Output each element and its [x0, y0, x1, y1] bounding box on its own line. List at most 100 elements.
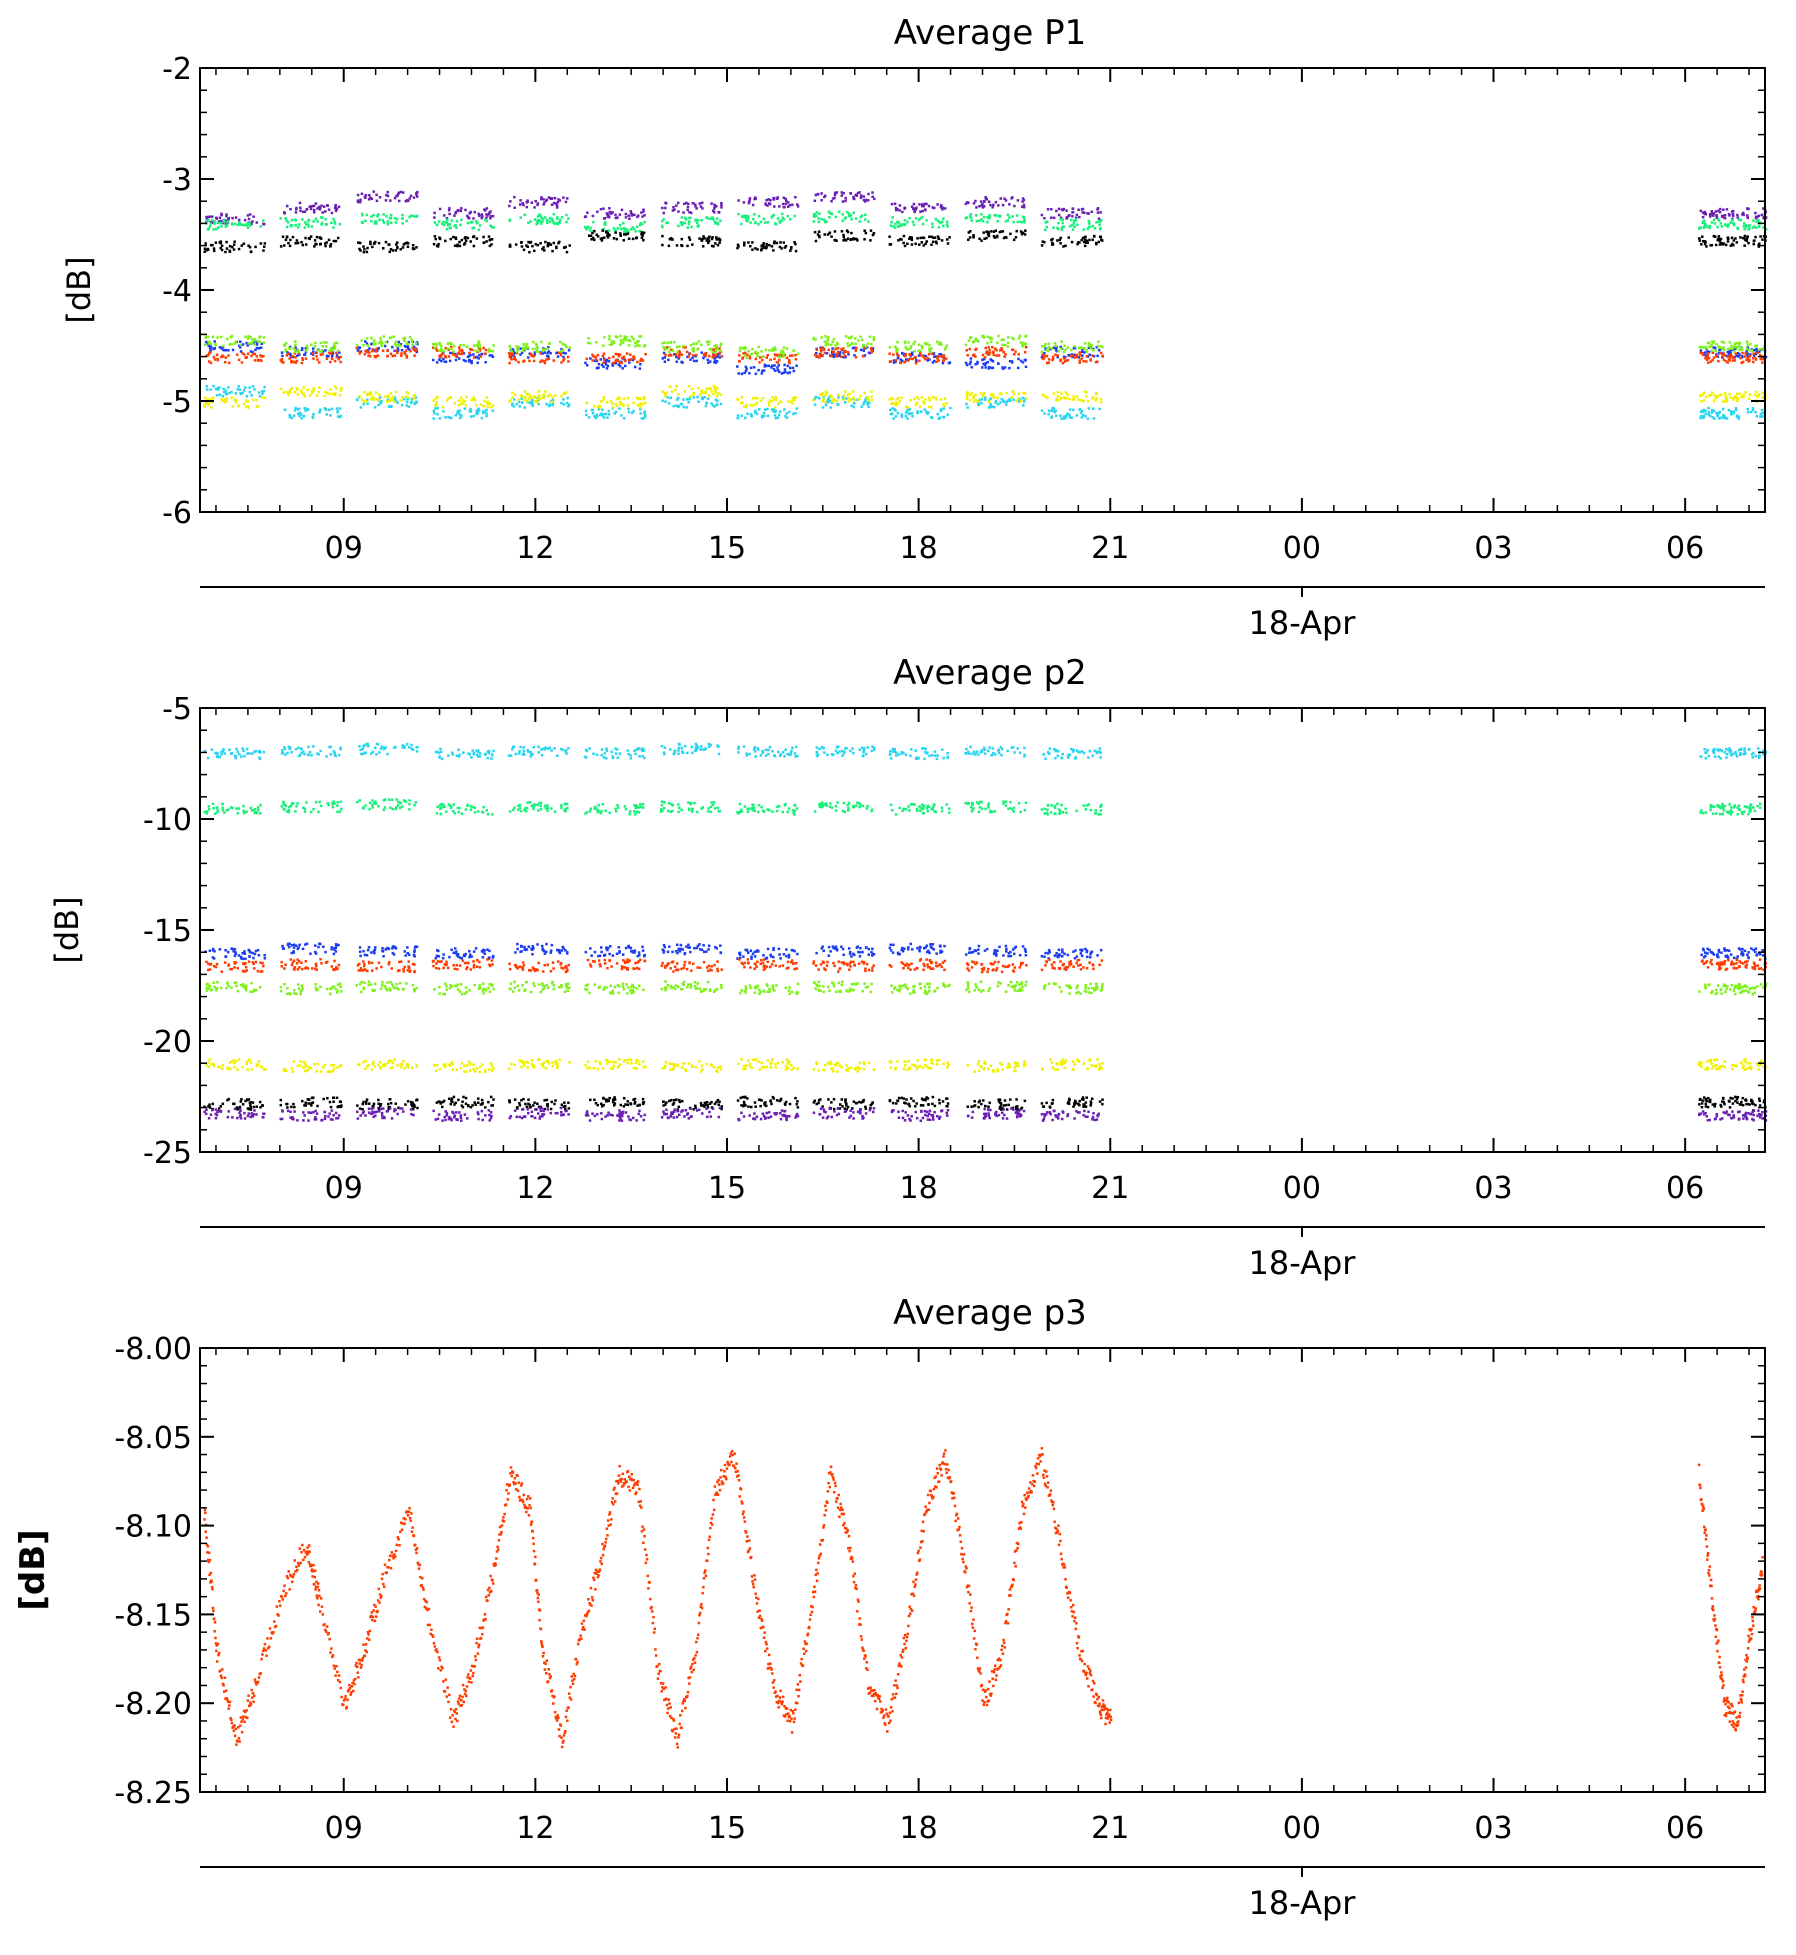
data-point [975, 214, 978, 217]
data-point [663, 341, 666, 344]
data-point [295, 359, 299, 363]
data-point [1735, 345, 1738, 349]
data-point [1720, 393, 1723, 397]
data-point [1053, 342, 1057, 345]
data-point [479, 355, 483, 358]
data-point [932, 236, 935, 239]
data-point [335, 351, 338, 355]
data-point [324, 223, 328, 226]
data-point [1705, 245, 1708, 248]
data-point [1754, 226, 1758, 229]
data-point [414, 342, 418, 345]
data-point [371, 347, 375, 351]
data-point [475, 237, 479, 240]
data-point [360, 339, 363, 342]
data-point [594, 355, 597, 359]
data-point [294, 747, 298, 751]
data-point [1047, 358, 1051, 361]
data-point [539, 214, 543, 218]
data-point [1042, 356, 1046, 360]
data-point [294, 211, 298, 214]
data-point [544, 240, 547, 244]
data-point [1008, 397, 1011, 401]
data-point [234, 340, 237, 344]
data-point [888, 408, 892, 412]
data-point [1056, 390, 1060, 394]
data-point [774, 223, 778, 226]
data-point [786, 214, 790, 218]
data-point [300, 348, 304, 352]
data-point [297, 351, 301, 355]
data-point [862, 750, 865, 754]
data-point [298, 353, 301, 356]
data-point [1040, 350, 1044, 354]
data-point [780, 372, 784, 375]
data-point [246, 400, 249, 403]
data-point [556, 754, 559, 757]
data-point [257, 391, 261, 394]
data-point [756, 747, 759, 750]
data-point [706, 358, 710, 362]
data-point [915, 401, 919, 405]
data-point [842, 192, 845, 195]
data-point [522, 746, 526, 749]
data-point [358, 352, 361, 355]
data-point [559, 747, 563, 751]
data-point [205, 340, 208, 344]
data-point [304, 409, 307, 412]
data-point [544, 390, 547, 393]
data-point [489, 349, 492, 353]
data-point [980, 401, 983, 405]
data-point [813, 213, 817, 216]
data-point [469, 347, 472, 351]
data-point [592, 236, 595, 240]
data-point [923, 402, 926, 405]
data-point [237, 247, 241, 251]
data-point [457, 755, 461, 758]
data-point [631, 226, 634, 229]
data-point [631, 237, 635, 241]
data-point [476, 750, 480, 754]
data-point [1753, 348, 1756, 352]
data-point [972, 234, 975, 237]
data-point [622, 227, 626, 230]
data-point [1725, 397, 1729, 401]
data-point [616, 397, 619, 401]
data-point [485, 408, 488, 412]
data-point [982, 215, 986, 219]
data-point [1699, 351, 1703, 355]
data-point [1045, 348, 1048, 352]
data-point [279, 387, 283, 391]
data-point [1729, 244, 1733, 247]
data-point [1013, 353, 1016, 356]
data-point [888, 752, 892, 756]
data-point [225, 393, 228, 396]
data-point [772, 367, 776, 371]
data-point [415, 350, 419, 354]
data-point [1721, 407, 1725, 411]
data-point [618, 353, 622, 356]
data-point [359, 748, 362, 752]
data-point [833, 230, 837, 233]
data-point [359, 249, 362, 252]
data-point [468, 360, 471, 363]
data-point [614, 231, 617, 234]
data-point [895, 754, 898, 757]
data-point [1740, 356, 1744, 359]
data-point [1055, 349, 1058, 352]
data-point [1046, 396, 1049, 400]
data-point [636, 360, 639, 364]
x-tick-label: 06 [1666, 531, 1704, 566]
data-point [930, 243, 933, 246]
data-point [244, 335, 247, 338]
data-point [607, 360, 611, 363]
data-point [1045, 225, 1049, 229]
data-point [510, 403, 514, 407]
data-point [715, 360, 719, 363]
data-point [996, 396, 999, 399]
data-point [478, 345, 481, 349]
data-point [462, 751, 465, 754]
data-point [718, 238, 722, 242]
data-point [384, 340, 388, 344]
